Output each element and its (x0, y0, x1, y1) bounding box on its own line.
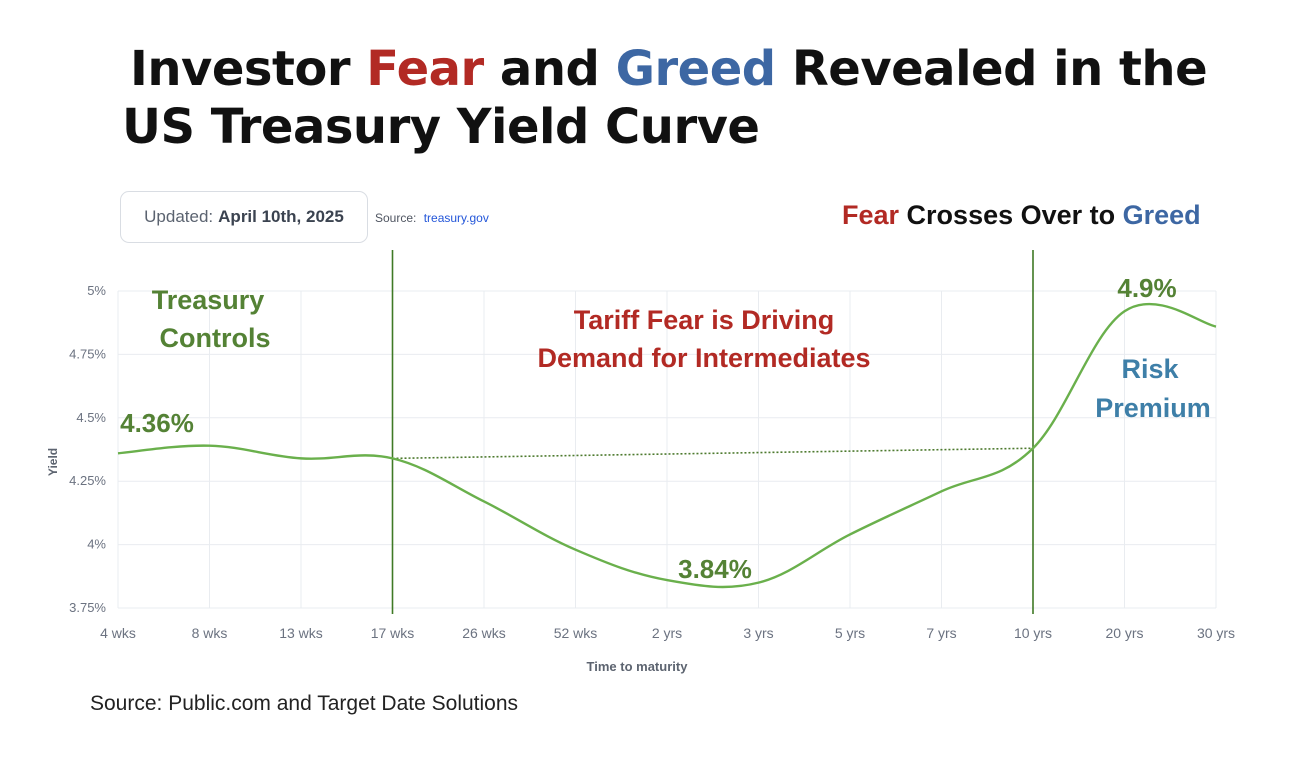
source-note: Source: treasury.gov (375, 211, 489, 225)
annotation-demand: Demand for Intermediates (537, 343, 870, 373)
source-label: Source: (375, 211, 417, 225)
y-tick-label: 5% (87, 283, 106, 298)
crossover-heading: Fear Crosses Over to Greed (842, 200, 1201, 231)
x-tick-label: 3 yrs (743, 625, 773, 641)
y-tick-label: 4.5% (76, 410, 106, 425)
annotation-risk: Risk (1121, 354, 1179, 384)
updated-label: Updated: (144, 207, 214, 226)
x-tick-label: 4 wks (100, 625, 136, 641)
annotation-controls: Controls (160, 323, 271, 353)
title-text-revealed: Revealed in the (775, 41, 1208, 97)
x-tick-label: 8 wks (192, 625, 228, 641)
y-tick-label: 4% (87, 537, 106, 552)
title-word-fear: Fear (366, 41, 484, 97)
annotation-tariff-fear: Tariff Fear is Driving (574, 305, 835, 335)
reference-line (392, 447, 1034, 460)
x-tick-label: 10 yrs (1014, 625, 1052, 641)
source-link[interactable]: treasury.gov (423, 211, 489, 225)
x-tick-label: 17 wks (371, 625, 415, 641)
y-tick-label: 4.25% (69, 473, 106, 488)
y-tick-label: 4.75% (69, 346, 106, 361)
chart-title: Investor Fear and Greed Revealed in the … (122, 40, 1262, 156)
x-tick-label: 20 yrs (1105, 625, 1143, 641)
title-text-and: and (483, 41, 616, 97)
chart-dividers (391, 250, 1034, 614)
updated-badge: Updated: April 10th, 2025 (120, 191, 368, 243)
data-label-start: 4.36% (120, 408, 194, 438)
source-footer: Source: Public.com and Target Date Solut… (90, 692, 519, 715)
x-tick-label: 52 wks (554, 625, 598, 641)
title-word-greed: Greed (615, 41, 777, 97)
x-tick-label: 2 yrs (652, 625, 682, 641)
x-tick-label: 30 yrs (1197, 625, 1235, 641)
x-axis-title: Time to maturity (587, 659, 689, 674)
chart-axes: 3.75% 4% 4.25% 4.5% 4.75% 5% 4 wks 8 wks 13 wks 1… (69, 283, 1235, 641)
y-tick-label: 3.75% (69, 600, 106, 615)
title-line-1: Investor Fear and Greed Revealed in the (122, 40, 1262, 98)
data-label-peak: 4.9% (1117, 273, 1176, 303)
crossover-mid: Crosses Over to (899, 200, 1123, 230)
annotation-treasury: Treasury (152, 285, 265, 315)
chart-annotations: Treasury Controls Tariff Fear is Driving… (120, 273, 1211, 584)
x-tick-label: 7 yrs (926, 625, 956, 641)
updated-date: April 10th, 2025 (218, 207, 344, 226)
crossover-greed: Greed (1122, 200, 1201, 230)
yield-curve-line (117, 302, 1217, 589)
data-label-min: 3.84% (678, 554, 752, 584)
annotation-premium: Premium (1095, 393, 1211, 423)
crossover-fear: Fear (842, 200, 900, 230)
x-tick-label: 13 wks (279, 625, 323, 641)
title-line-2: US Treasury Yield Curve (122, 99, 760, 155)
y-axis-title: Yield (46, 448, 60, 476)
chart-series (117, 302, 1217, 589)
x-tick-label: 26 wks (462, 625, 506, 641)
x-tick-label: 5 yrs (835, 625, 865, 641)
chart-grid (117, 290, 1217, 609)
title-text-investor: Investor (130, 41, 367, 97)
